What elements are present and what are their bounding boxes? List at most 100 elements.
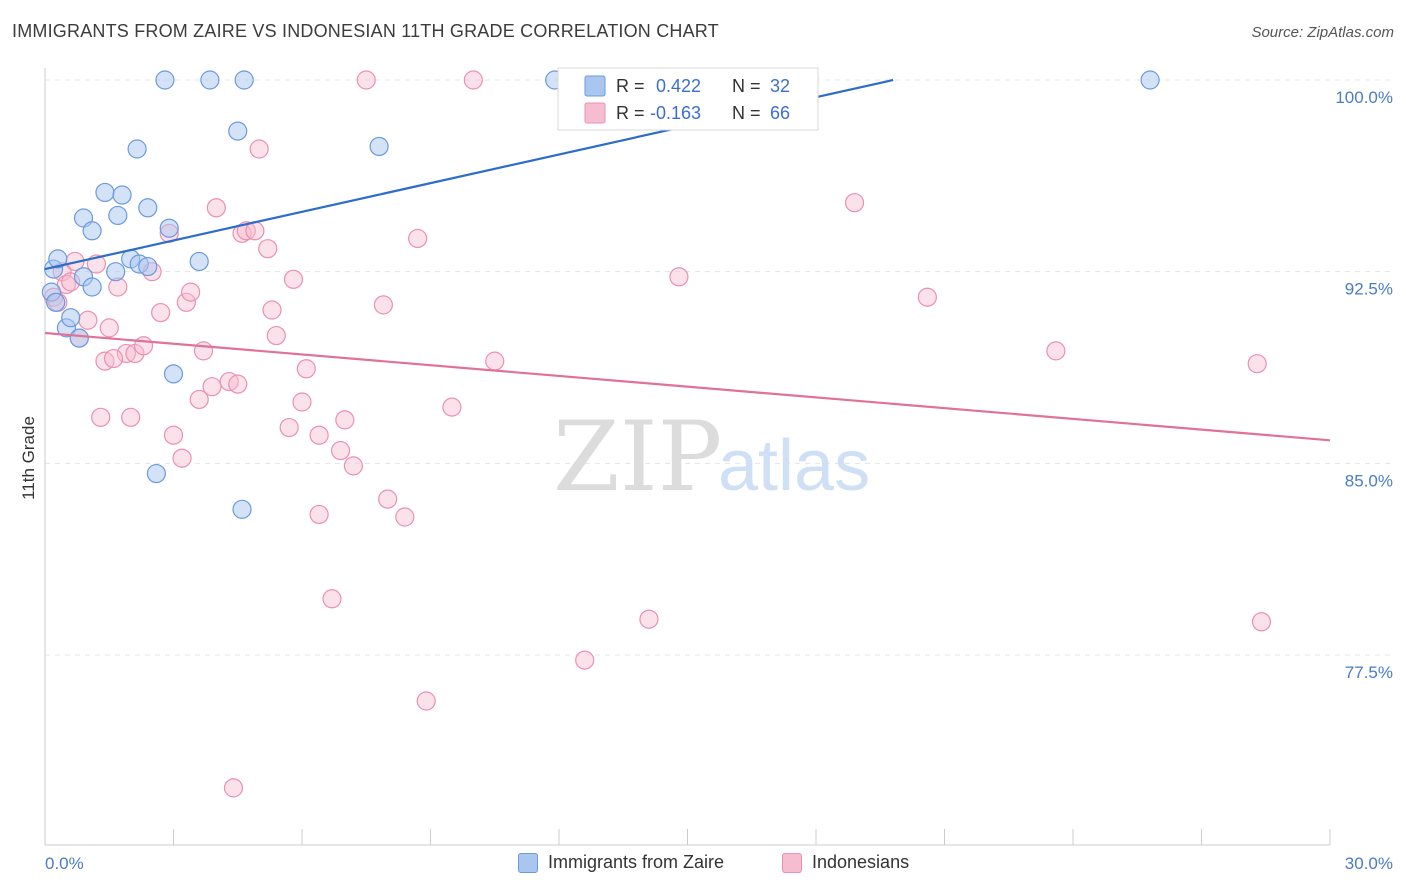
zaire-point-3 <box>48 249 68 269</box>
zaire-point-21 <box>163 364 184 384</box>
legend-item-zaire: Immigrants from Zaire <box>518 852 724 873</box>
indonesians-point-22 <box>202 377 222 397</box>
stats-legend: R = 0.422 N = 32 R = -0.163 N = 66 <box>557 67 819 131</box>
x-tick-label-1: 30.0% <box>1345 854 1393 873</box>
zaire-point-28 <box>232 499 252 519</box>
zaire-point-12 <box>112 185 132 205</box>
indonesians-point-37 <box>309 425 329 445</box>
indonesians-point-65 <box>103 348 124 369</box>
indonesians-point-40 <box>330 440 351 461</box>
indonesians-point-35 <box>292 392 312 412</box>
indonesians-point-49 <box>442 397 462 417</box>
x-tick-labels: 0.0% 30.0% <box>45 854 1393 873</box>
legend-swatch-pink <box>584 102 606 124</box>
indonesians-point-56 <box>575 650 595 670</box>
indonesians-point-19 <box>181 282 201 302</box>
indonesians-point-21 <box>193 341 214 361</box>
indonesians-point-20 <box>189 389 209 410</box>
indonesians-point-55 <box>223 778 244 798</box>
indonesians-point-41 <box>335 410 355 430</box>
indonesians-point-45 <box>378 489 398 509</box>
watermark-atlas: atlas <box>718 426 870 506</box>
legend-label-indonesians: Indonesians <box>812 852 910 872</box>
zaire-point-5 <box>61 308 81 328</box>
zaire-point-22 <box>189 251 209 272</box>
y-tick-label-2: 85.0% <box>1345 471 1393 490</box>
legend-r-label-pink: R = <box>616 103 645 123</box>
indonesians-point-6 <box>78 310 98 330</box>
zaire-point-27 <box>228 121 248 141</box>
legend-r-value-blue: 0.422 <box>656 76 701 96</box>
indonesians-point-52 <box>91 407 111 427</box>
indonesians-point-13 <box>133 336 154 356</box>
indonesians-point-39 <box>322 589 342 609</box>
legend-n-value-blue: 32 <box>770 76 790 96</box>
legend-swatch-blue <box>584 75 606 97</box>
zaire-point-23 <box>146 463 166 484</box>
y-tick-label-3: 77.5% <box>1345 663 1393 682</box>
indonesians-point-57 <box>639 609 659 629</box>
indonesians-point-29 <box>249 139 269 159</box>
zaire-point-14 <box>106 262 126 282</box>
indonesians-point-9 <box>99 318 119 338</box>
indonesians-point-15 <box>151 302 171 323</box>
y-axis-label: 11th Grade <box>19 416 38 500</box>
indonesians-point-61 <box>1046 341 1066 361</box>
legend-n-label-pink: N = <box>732 103 761 123</box>
indonesians-point-62 <box>1247 354 1267 374</box>
indonesians-point-17 <box>163 425 184 445</box>
indonesians-point-63 <box>1251 612 1272 632</box>
chart-title: IMMIGRANTS FROM ZAIRE VS INDONESIAN 11TH… <box>12 21 719 41</box>
zaire-point-26 <box>234 70 254 90</box>
zaire-point-8 <box>82 277 102 297</box>
axes <box>44 68 1331 846</box>
y-tick-label-1: 92.5% <box>1345 280 1393 299</box>
grid-lines <box>45 79 1392 656</box>
indonesians-trend-line <box>44 331 1331 442</box>
legend-swatch-indonesians <box>782 852 802 873</box>
indonesians-point-59 <box>844 193 865 213</box>
legend-label-zaire: Immigrants from Zaire <box>548 852 725 872</box>
indonesians-point-50 <box>463 70 483 90</box>
indonesians-point-18 <box>176 292 196 312</box>
y-tick-label-0: 100.0% <box>1335 88 1393 107</box>
legend-n-value-pink: 66 <box>770 103 790 123</box>
zaire-point-18 <box>127 139 147 159</box>
indonesians-point-34 <box>283 269 304 289</box>
source-label: Source: ZipAtlas.com <box>1251 24 1394 41</box>
indonesians-point-30 <box>258 239 278 259</box>
x-tick-label-0: 0.0% <box>45 854 84 873</box>
indonesians-point-33 <box>279 417 299 438</box>
indonesians-point-36 <box>296 359 316 379</box>
series-legend: Immigrants from Zaire Indonesians <box>0 848 1406 880</box>
indonesians-point-44 <box>373 295 393 315</box>
zaire-point-19 <box>138 198 158 218</box>
zaire-point-6 <box>69 328 89 348</box>
indonesians-point-48 <box>416 691 436 711</box>
legend-r-label-blue: R = <box>616 76 645 96</box>
indonesians-point-53 <box>121 407 141 427</box>
zaire-point-13 <box>108 205 128 226</box>
zaire-point-25 <box>200 70 220 90</box>
legend-item-indonesians: Indonesians <box>782 852 909 873</box>
legend-r-value-pink: -0.163 <box>650 103 701 123</box>
indonesians-point-47 <box>408 228 428 249</box>
zaire-point-10 <box>82 221 102 241</box>
indonesians-point-32 <box>266 325 286 346</box>
indonesians-point-38 <box>309 504 329 525</box>
indonesians-point-60 <box>917 287 937 307</box>
indonesians-point-51 <box>485 351 505 371</box>
indonesians-point-25 <box>228 374 248 394</box>
watermark-zip: ZIP <box>553 401 722 513</box>
indonesians-point-23 <box>206 198 226 218</box>
indonesians-point-54 <box>172 448 192 468</box>
zaire-point-20 <box>159 218 179 238</box>
indonesians-point-46 <box>395 507 415 527</box>
watermark: ZIP atlas <box>553 401 870 513</box>
legend-swatch-zaire <box>518 852 538 873</box>
zaire-point-24 <box>155 70 175 90</box>
zaire-point-29 <box>369 136 389 157</box>
indonesians-point-43 <box>356 70 376 90</box>
zaire-point-17 <box>138 256 158 277</box>
